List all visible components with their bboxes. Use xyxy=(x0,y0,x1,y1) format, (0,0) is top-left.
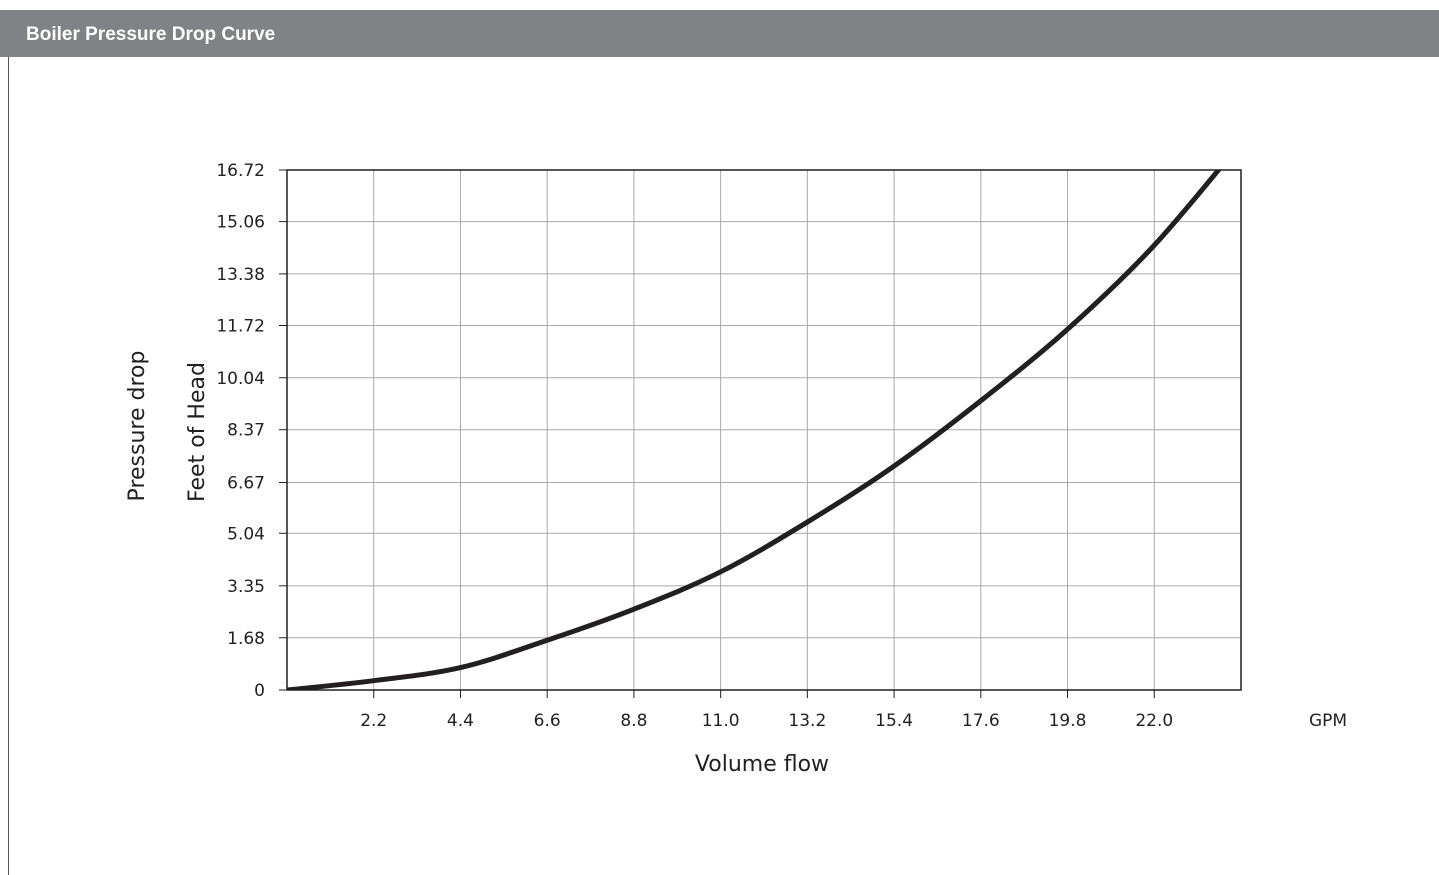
y-tick-label: 5.04 xyxy=(227,524,265,544)
x-unit-label: GPM xyxy=(1309,711,1347,731)
y-tick-label: 6.67 xyxy=(227,474,265,494)
y-axis-title-line2: Feet of Head xyxy=(185,362,210,502)
y-axis-title-line1: Pressure drop xyxy=(125,351,150,502)
x-tick-label: 19.8 xyxy=(1049,711,1087,731)
x-tick-label: 2.2 xyxy=(360,711,387,731)
x-tick-label: 22.0 xyxy=(1135,711,1173,731)
y-tick-label: 13.38 xyxy=(216,265,265,285)
y-tick-label: 11.72 xyxy=(216,317,265,337)
x-tick-label: 17.6 xyxy=(962,711,1000,731)
page-title: Boiler Pressure Drop Curve xyxy=(26,24,276,45)
y-tick-label: 8.37 xyxy=(227,421,265,441)
x-tick-labels: 2.2 4.4 6.6 8.8 11.0 13.2 15.4 17.6 19.8 22.0 xyxy=(360,711,1173,731)
pressure-drop-curve xyxy=(287,170,1222,690)
plot-frame xyxy=(286,169,1242,691)
x-tick-label: 6.6 xyxy=(534,711,561,731)
x-tick-label: 8.8 xyxy=(620,711,647,731)
y-tick-label: 10.04 xyxy=(216,369,265,389)
header-bar xyxy=(0,10,1439,57)
y-tick-label: 16.72 xyxy=(216,161,265,181)
y-tick-label: 1.68 xyxy=(227,629,265,649)
y-tick-labels: 0 1.68 3.35 5.04 6.67 8.37 10.04 11.72 13.38 15.0… xyxy=(216,161,265,701)
x-axis-title: Volume flow xyxy=(695,752,829,777)
y-tick-label: 0 xyxy=(254,681,265,701)
x-tick-label: 15.4 xyxy=(875,711,913,731)
y-tick-label: 15.06 xyxy=(216,213,265,233)
left-border xyxy=(8,57,9,875)
x-tick-label: 4.4 xyxy=(447,711,474,731)
y-tick-label: 3.35 xyxy=(227,577,265,597)
x-tick-label: 11.0 xyxy=(702,711,740,731)
x-tick-label: 13.2 xyxy=(788,711,826,731)
